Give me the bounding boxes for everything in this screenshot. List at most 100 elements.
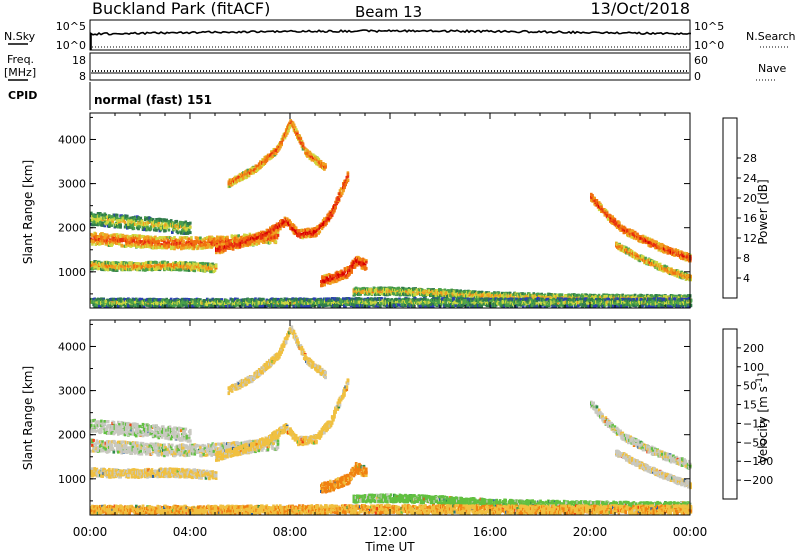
heatmap-cell	[343, 186, 346, 189]
heatmap-cell	[279, 227, 282, 230]
station-title: Buckland Park (fitACF)	[92, 0, 270, 18]
heatmap-cell	[275, 240, 278, 243]
heatmap-cell	[277, 234, 280, 237]
heatmap-cell	[324, 166, 327, 169]
heatmap-cell	[189, 226, 192, 229]
heatmap-cell	[631, 236, 634, 239]
heatmap-cell	[342, 189, 345, 192]
heatmap-cell	[341, 192, 344, 195]
heatmap-cell	[145, 261, 148, 264]
heatmap-cell	[209, 270, 212, 273]
heatmap-cell	[293, 124, 296, 127]
beam-title: Beam 13	[355, 3, 422, 21]
heatmap-cell	[295, 227, 298, 230]
nsky-trace	[91, 30, 691, 50]
heatmap-cell	[609, 214, 612, 217]
heatmap-cell	[146, 268, 149, 271]
heatmap-cell	[160, 237, 163, 240]
heatmap-cell	[109, 268, 112, 271]
heatmap-cell	[365, 261, 368, 264]
date-title: 13/Oct/2018	[590, 0, 690, 18]
heatmap-cell	[300, 137, 303, 140]
heatmap-cell	[181, 221, 184, 224]
heatmap-cell	[199, 237, 202, 240]
heatmap-cell	[329, 282, 332, 285]
heatmap-cell	[326, 274, 329, 277]
heatmap-cell	[142, 246, 145, 249]
heatmap-cell	[323, 283, 326, 286]
heatmap-cell	[215, 264, 218, 267]
heatmap-cell	[350, 271, 353, 274]
heatmap-cell	[150, 261, 153, 264]
nave-tick-bottom: 0	[694, 70, 701, 83]
heatmap-cell	[108, 214, 111, 217]
heatmap-cell	[189, 231, 192, 234]
heatmap-cell	[99, 242, 102, 245]
heatmap-cell	[325, 222, 328, 225]
freq-tick-top: 18	[72, 54, 86, 67]
heatmap-cell	[119, 224, 122, 227]
heatmap-cell	[196, 241, 199, 244]
heatmap-cell	[104, 236, 107, 239]
heatmap-cell	[95, 215, 98, 218]
nave-label: Nave	[758, 62, 786, 75]
nsearch-label: N.Search	[746, 30, 796, 43]
heatmap-cell	[122, 245, 125, 248]
heatmap-cell	[404, 288, 407, 291]
heatmap-cell	[667, 246, 670, 249]
heatmap-cell	[319, 230, 322, 233]
heatmap-cell	[287, 130, 290, 133]
heatmap-cell	[365, 267, 368, 270]
heatmap-cell	[176, 220, 179, 223]
heatmap-cell	[160, 227, 163, 230]
heatmap-cell	[338, 198, 341, 201]
heatmap-cell	[126, 215, 129, 218]
freq-label: Freq.	[7, 53, 34, 66]
heatmap-cell	[118, 219, 121, 222]
freq-tick-bottom: 8	[79, 70, 86, 83]
heatmap-cell	[347, 179, 350, 182]
heatmap-cell	[333, 210, 336, 213]
heatmap-cell	[276, 237, 279, 240]
heatmap-cell	[168, 229, 171, 232]
freq-unit: [MHz]	[4, 66, 36, 79]
nave-tick-top: 60	[694, 54, 708, 67]
heatmap-cell	[155, 229, 158, 232]
heatmap-cell	[222, 236, 225, 239]
nsearch-tick-top: 10^5	[694, 20, 724, 33]
heatmap-cell	[190, 236, 193, 239]
cpid-label: CPID	[8, 89, 37, 102]
heatmap-cell	[136, 234, 139, 237]
heatmap-cell	[182, 240, 185, 243]
heatmap-cell	[127, 226, 130, 229]
nsearch-tick-bottom: 10^0	[694, 39, 724, 52]
heatmap-cell	[150, 228, 153, 231]
nsky-tick-bottom: 10^0	[56, 39, 86, 52]
heatmap-cell	[280, 141, 283, 144]
heatmap-cell	[118, 243, 121, 246]
heatmap-cell	[127, 223, 130, 226]
heatmap-cell	[315, 233, 318, 236]
heatmap-cell	[221, 245, 224, 248]
power-heatmap-cells	[90, 119, 692, 308]
heatmap-cell	[650, 245, 653, 248]
nsky-tick-top: 10^5	[56, 20, 86, 33]
heatmap-cell	[618, 221, 621, 224]
heatmap-cell	[164, 229, 167, 232]
heatmap-cell	[99, 218, 102, 221]
heatmap-cell	[190, 240, 193, 243]
heatmap-cell	[104, 233, 107, 236]
heatmap-cell	[632, 230, 635, 233]
heatmap-cell	[141, 235, 144, 238]
heatmap-cell	[181, 237, 184, 240]
heatmap-cell	[347, 173, 350, 176]
heatmap-cell	[91, 234, 94, 237]
heatmap-cell	[232, 248, 235, 251]
heatmap-cell	[95, 232, 98, 235]
nsky-panel	[90, 20, 690, 50]
heatmap-cell	[187, 232, 190, 235]
heatmap-cell	[331, 214, 334, 217]
